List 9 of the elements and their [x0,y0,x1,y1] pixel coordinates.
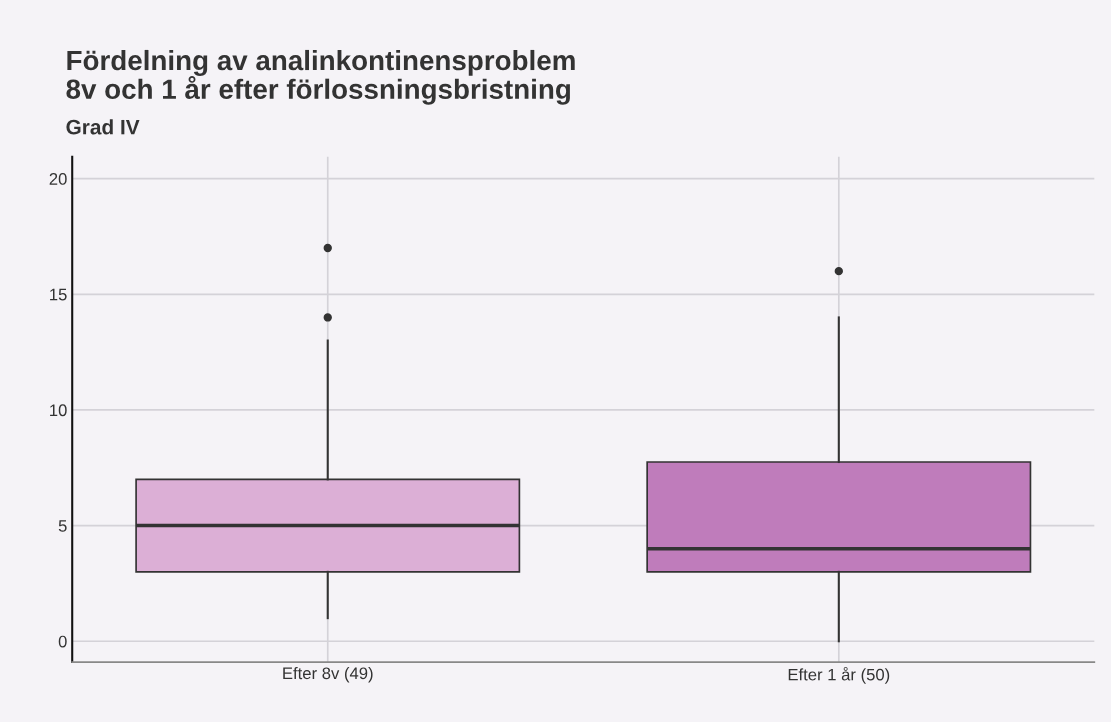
x-tick-label: Efter 1 år (50) [788,666,890,684]
y-tick-label: 15 [50,288,67,301]
y-tick-label: 20 [49,173,67,185]
y-tick-label: 10 [50,404,67,417]
chart-title: Fördelning av analinkontinensproblem 8v och 1 år efter förlossningsbristning [66,49,575,105]
x-tick-label: Efter 8v (49) [283,666,373,683]
chart-subtitle: Grad IV [66,119,140,135]
y-tick-label: 5 [58,520,67,532]
y-tick-label: 0 [58,635,67,648]
